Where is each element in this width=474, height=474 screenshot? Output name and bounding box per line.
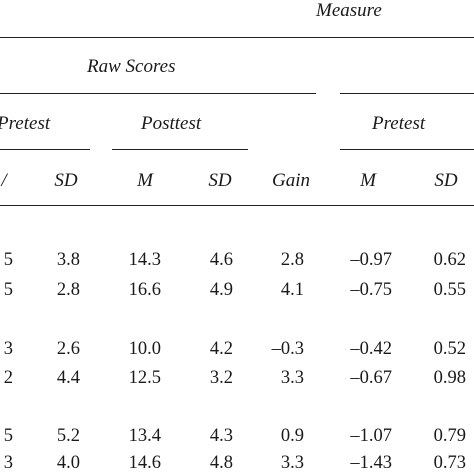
table-cell: 0.98: [433, 368, 466, 388]
pretest-measure-rule: [340, 149, 474, 150]
table-cell: 14.3: [128, 250, 161, 270]
table-cell: 0.73: [433, 453, 466, 473]
table-cell: 4.3: [209, 426, 233, 446]
col-header-sd-measure: SD: [434, 170, 458, 191]
table-cell: 5: [3, 280, 13, 300]
table-cell: 3.3: [280, 453, 304, 473]
table-cell: –0.3: [271, 339, 304, 359]
table-cell: 3.8: [56, 250, 80, 270]
table-cell: 13.4: [128, 426, 161, 446]
table-cell: 4.9: [209, 280, 233, 300]
table-cell: –0.75: [350, 280, 392, 300]
pretest-raw-header: Pretest: [0, 113, 51, 134]
table-cell: 5: [3, 426, 13, 446]
col-header-m-pre: /: [1, 170, 7, 191]
table-cell: –1.07: [350, 426, 392, 446]
measure-header: Measure: [316, 0, 382, 21]
table-cell: –0.67: [350, 368, 392, 388]
posttest-raw-header: Posttest: [141, 113, 202, 134]
col-header-m-post: M: [137, 170, 153, 191]
table-cell: 3.2: [209, 368, 233, 388]
table-cell: 0.9: [280, 426, 304, 446]
table-cell: 2.8: [56, 280, 80, 300]
table-cell: 3: [3, 453, 13, 473]
col-header-sd-post: SD: [208, 170, 232, 191]
table-cell: 5.2: [56, 426, 80, 446]
table-cell: 3.3: [280, 368, 304, 388]
table-cell: 16.6: [128, 280, 161, 300]
table-cell: 2: [3, 368, 13, 388]
table-cell: 5: [3, 250, 13, 270]
table-cell: 12.5: [128, 368, 161, 388]
raw-scores-rule: [0, 93, 316, 94]
table-cell: 4.2: [209, 339, 233, 359]
table-cell: 0.55: [433, 280, 466, 300]
table-cell: 4.0: [56, 453, 80, 473]
col-header-gain: Gain: [272, 170, 310, 191]
table-cell: 2.8: [280, 250, 304, 270]
table-cell: 4.8: [209, 453, 233, 473]
table-cell: –0.42: [350, 339, 392, 359]
table-cell: 14.6: [128, 453, 161, 473]
table-cell: 4.1: [280, 280, 304, 300]
header-bottom-rule: [0, 205, 474, 206]
top-rule: [0, 37, 474, 38]
table-cell: 4.6: [209, 250, 233, 270]
pretest-measure-header: Pretest: [372, 113, 426, 134]
col-header-sd-pre: SD: [54, 170, 78, 191]
pretest-raw-rule: [0, 149, 90, 150]
table-cell: 4.4: [56, 368, 80, 388]
table-cell: 3: [3, 339, 13, 359]
raw-scores-header: Raw Scores: [87, 56, 176, 77]
col-header-m-measure: M: [360, 170, 376, 191]
posttest-raw-rule: [112, 149, 248, 150]
table-cell: 0.79: [433, 426, 466, 446]
table-cell: –1.43: [350, 453, 392, 473]
table-cell: 0.62: [433, 250, 466, 270]
measure-rule: [340, 93, 474, 94]
table-cell: 10.0: [128, 339, 161, 359]
table-cell: –0.97: [350, 250, 392, 270]
table-cell: 2.6: [56, 339, 80, 359]
table-cell: 0.52: [433, 339, 466, 359]
